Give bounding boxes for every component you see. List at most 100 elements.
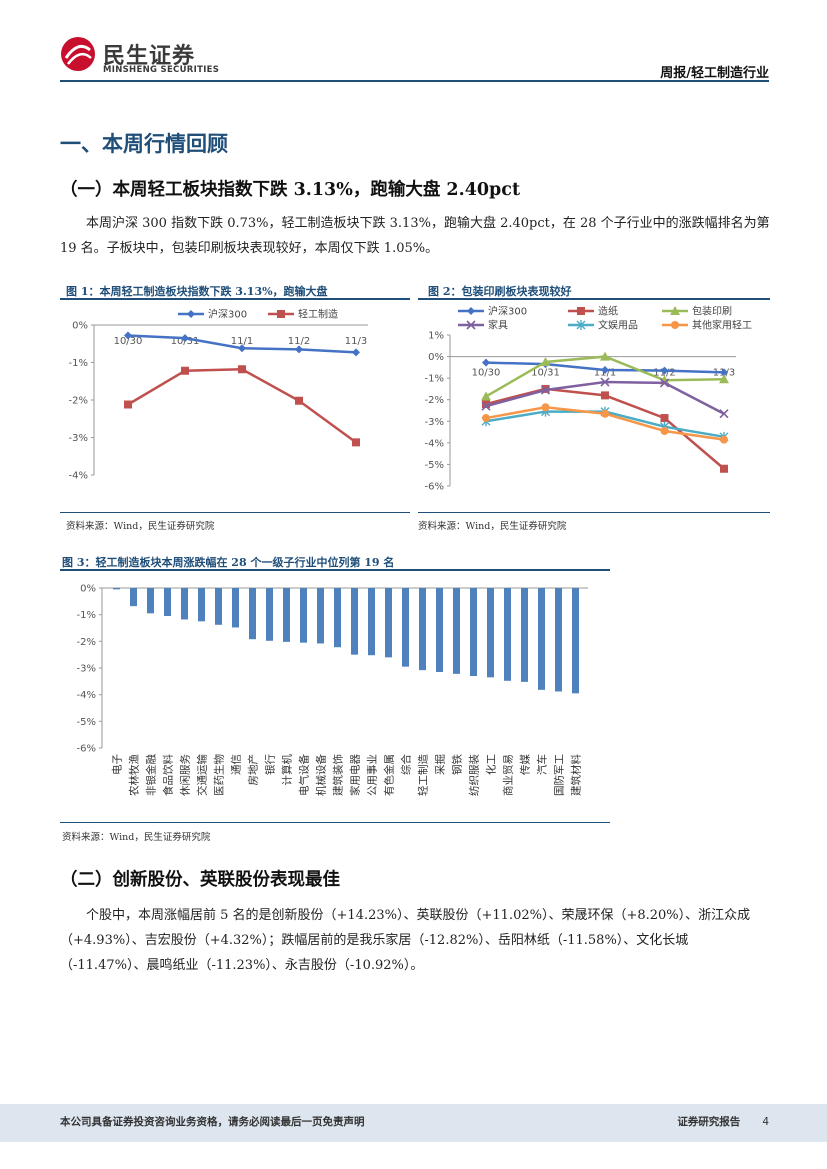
category-label: 有色金属 [383, 754, 396, 796]
bar [113, 588, 120, 590]
data-point [719, 409, 729, 419]
data-point [352, 348, 360, 357]
category-label: 国防军工 [553, 754, 566, 796]
figure-2-line-chart: 1%0%-1%-2%-3%-4%-5%-6%10/3010/3111/111/2… [425, 305, 752, 493]
y-tick-label: -3% [425, 417, 444, 428]
x-tick-label: 11/1 [231, 336, 253, 347]
category-label: 家用电器 [349, 754, 362, 796]
y-tick-label: -5% [425, 460, 444, 471]
data-point [481, 401, 491, 411]
footer-bar [0, 1104, 827, 1142]
bar [504, 588, 511, 681]
category-label: 非银金融 [145, 754, 158, 796]
y-tick-label: 0% [80, 584, 96, 595]
figure-2-rule [418, 298, 770, 300]
category-label: 公用事业 [366, 754, 379, 796]
data-point [295, 396, 303, 405]
category-label: 计算机 [281, 754, 294, 786]
category-label: 医药生物 [213, 754, 226, 796]
data-point [660, 426, 669, 435]
legend-icon-marker [577, 307, 585, 315]
data-point [719, 374, 729, 384]
figure-1-source-rule [60, 512, 410, 513]
bar [351, 588, 358, 655]
bar [521, 588, 528, 682]
bar [164, 588, 171, 616]
data-point [660, 414, 669, 423]
bar [198, 588, 205, 622]
category-label: 电气设备 [298, 754, 311, 796]
y-tick-label: -4% [77, 690, 96, 701]
bar [572, 588, 579, 694]
footer-label: 证券研究报告 4 [677, 1114, 769, 1129]
legend-label: 造纸 [598, 305, 618, 318]
data-point [659, 378, 670, 388]
data-point [124, 400, 132, 409]
figure-2-title: 图 2：包装印刷板块表现较好 [428, 285, 572, 298]
bar [266, 588, 273, 641]
category-label: 钢铁 [451, 754, 464, 775]
figure-1-line-chart: 0%-1%-2%-3%-4%10/3010/3111/111/211/3沪深30… [69, 308, 368, 482]
x-tick-label: 11/2 [288, 336, 310, 347]
bar [147, 588, 154, 614]
category-label: 食品饮料 [162, 754, 175, 796]
category-label: 电子 [111, 754, 124, 775]
figure-3-source-rule [60, 822, 610, 823]
y-tick-label: -2% [77, 637, 96, 648]
y-tick-label: 0% [428, 352, 444, 363]
y-tick-label: -4% [425, 438, 444, 449]
figure-3-source: 资料来源：Wind，民生证券研究院 [62, 832, 211, 843]
data-point [181, 334, 189, 343]
company-logo-icon [61, 37, 95, 71]
category-label: 商业贸易 [502, 754, 515, 796]
section-title: 一、本周行情回顾 [60, 131, 228, 156]
category-label: 传媒 [519, 754, 532, 775]
legend-label: 沪深300 [488, 305, 527, 318]
data-point [540, 385, 551, 395]
legend-label: 包装印刷 [692, 305, 732, 318]
bar [249, 588, 256, 640]
legend-label: 文娱用品 [598, 319, 638, 332]
bar [555, 588, 562, 692]
legend-icon-marker [467, 307, 475, 315]
category-label: 轻工制造 [417, 754, 430, 796]
figure-3-rule [60, 569, 610, 571]
category-label: 采掘 [434, 754, 447, 775]
y-tick-label: -2% [425, 395, 444, 406]
category-label: 休闲服务 [179, 754, 192, 796]
figure-3-bar-chart: 0% -1% -2% -3% -4% -5% -6% 电子 农林牧渔 非银金融 食品饮料 休闲服务 交通… [77, 584, 588, 796]
paragraph-1: 本周沪深 300 指数下跌 0.73%，轻工制造板块下跌 3.13%，跑输大盘 … [60, 216, 770, 256]
subsection-title-1: （一）本周轻工板块指数下跌 3.13%，跑输大盘 2.40pct [60, 180, 521, 200]
category-label: 房地产 [247, 754, 260, 786]
footer-disclaimer: 本公司具备证券投资咨询业务资格，请务必阅读最后一页免责声明 [60, 1116, 365, 1128]
y-tick-label: 0% [72, 321, 88, 332]
legend-label: 其他家用轻工 [692, 319, 752, 332]
x-tick-label: 10/30 [114, 336, 143, 347]
bar [385, 588, 392, 658]
category-label: 交通运输 [196, 754, 209, 796]
footer-report-label: 证券研究报告 [677, 1116, 741, 1128]
category-label: 汽车 [536, 754, 549, 775]
y-tick-label: -6% [77, 744, 96, 755]
figure-1-rule [60, 298, 410, 300]
series-line [127, 367, 357, 444]
bar [215, 588, 222, 625]
category-label: 综合 [400, 754, 413, 775]
x-tick-label: 10/31 [531, 368, 560, 379]
bar [368, 588, 375, 656]
bar [130, 588, 137, 607]
y-tick-label: -5% [77, 717, 96, 728]
data-point [600, 351, 610, 361]
data-point [295, 345, 303, 354]
bar [300, 588, 307, 643]
data-point [238, 344, 246, 353]
figure-3-title: 图 3：轻工制造板块本周涨跌幅在 28 个一级子行业中位列第 19 名 [62, 556, 395, 569]
data-point [238, 365, 246, 374]
legend-label: 家具 [488, 319, 508, 332]
legend-label: 轻工制造 [298, 308, 338, 321]
bar [436, 588, 443, 672]
data-point [540, 356, 551, 366]
category-label: 建筑材料 [570, 754, 583, 796]
figure-2-source-rule [418, 512, 770, 513]
data-point [601, 391, 609, 400]
